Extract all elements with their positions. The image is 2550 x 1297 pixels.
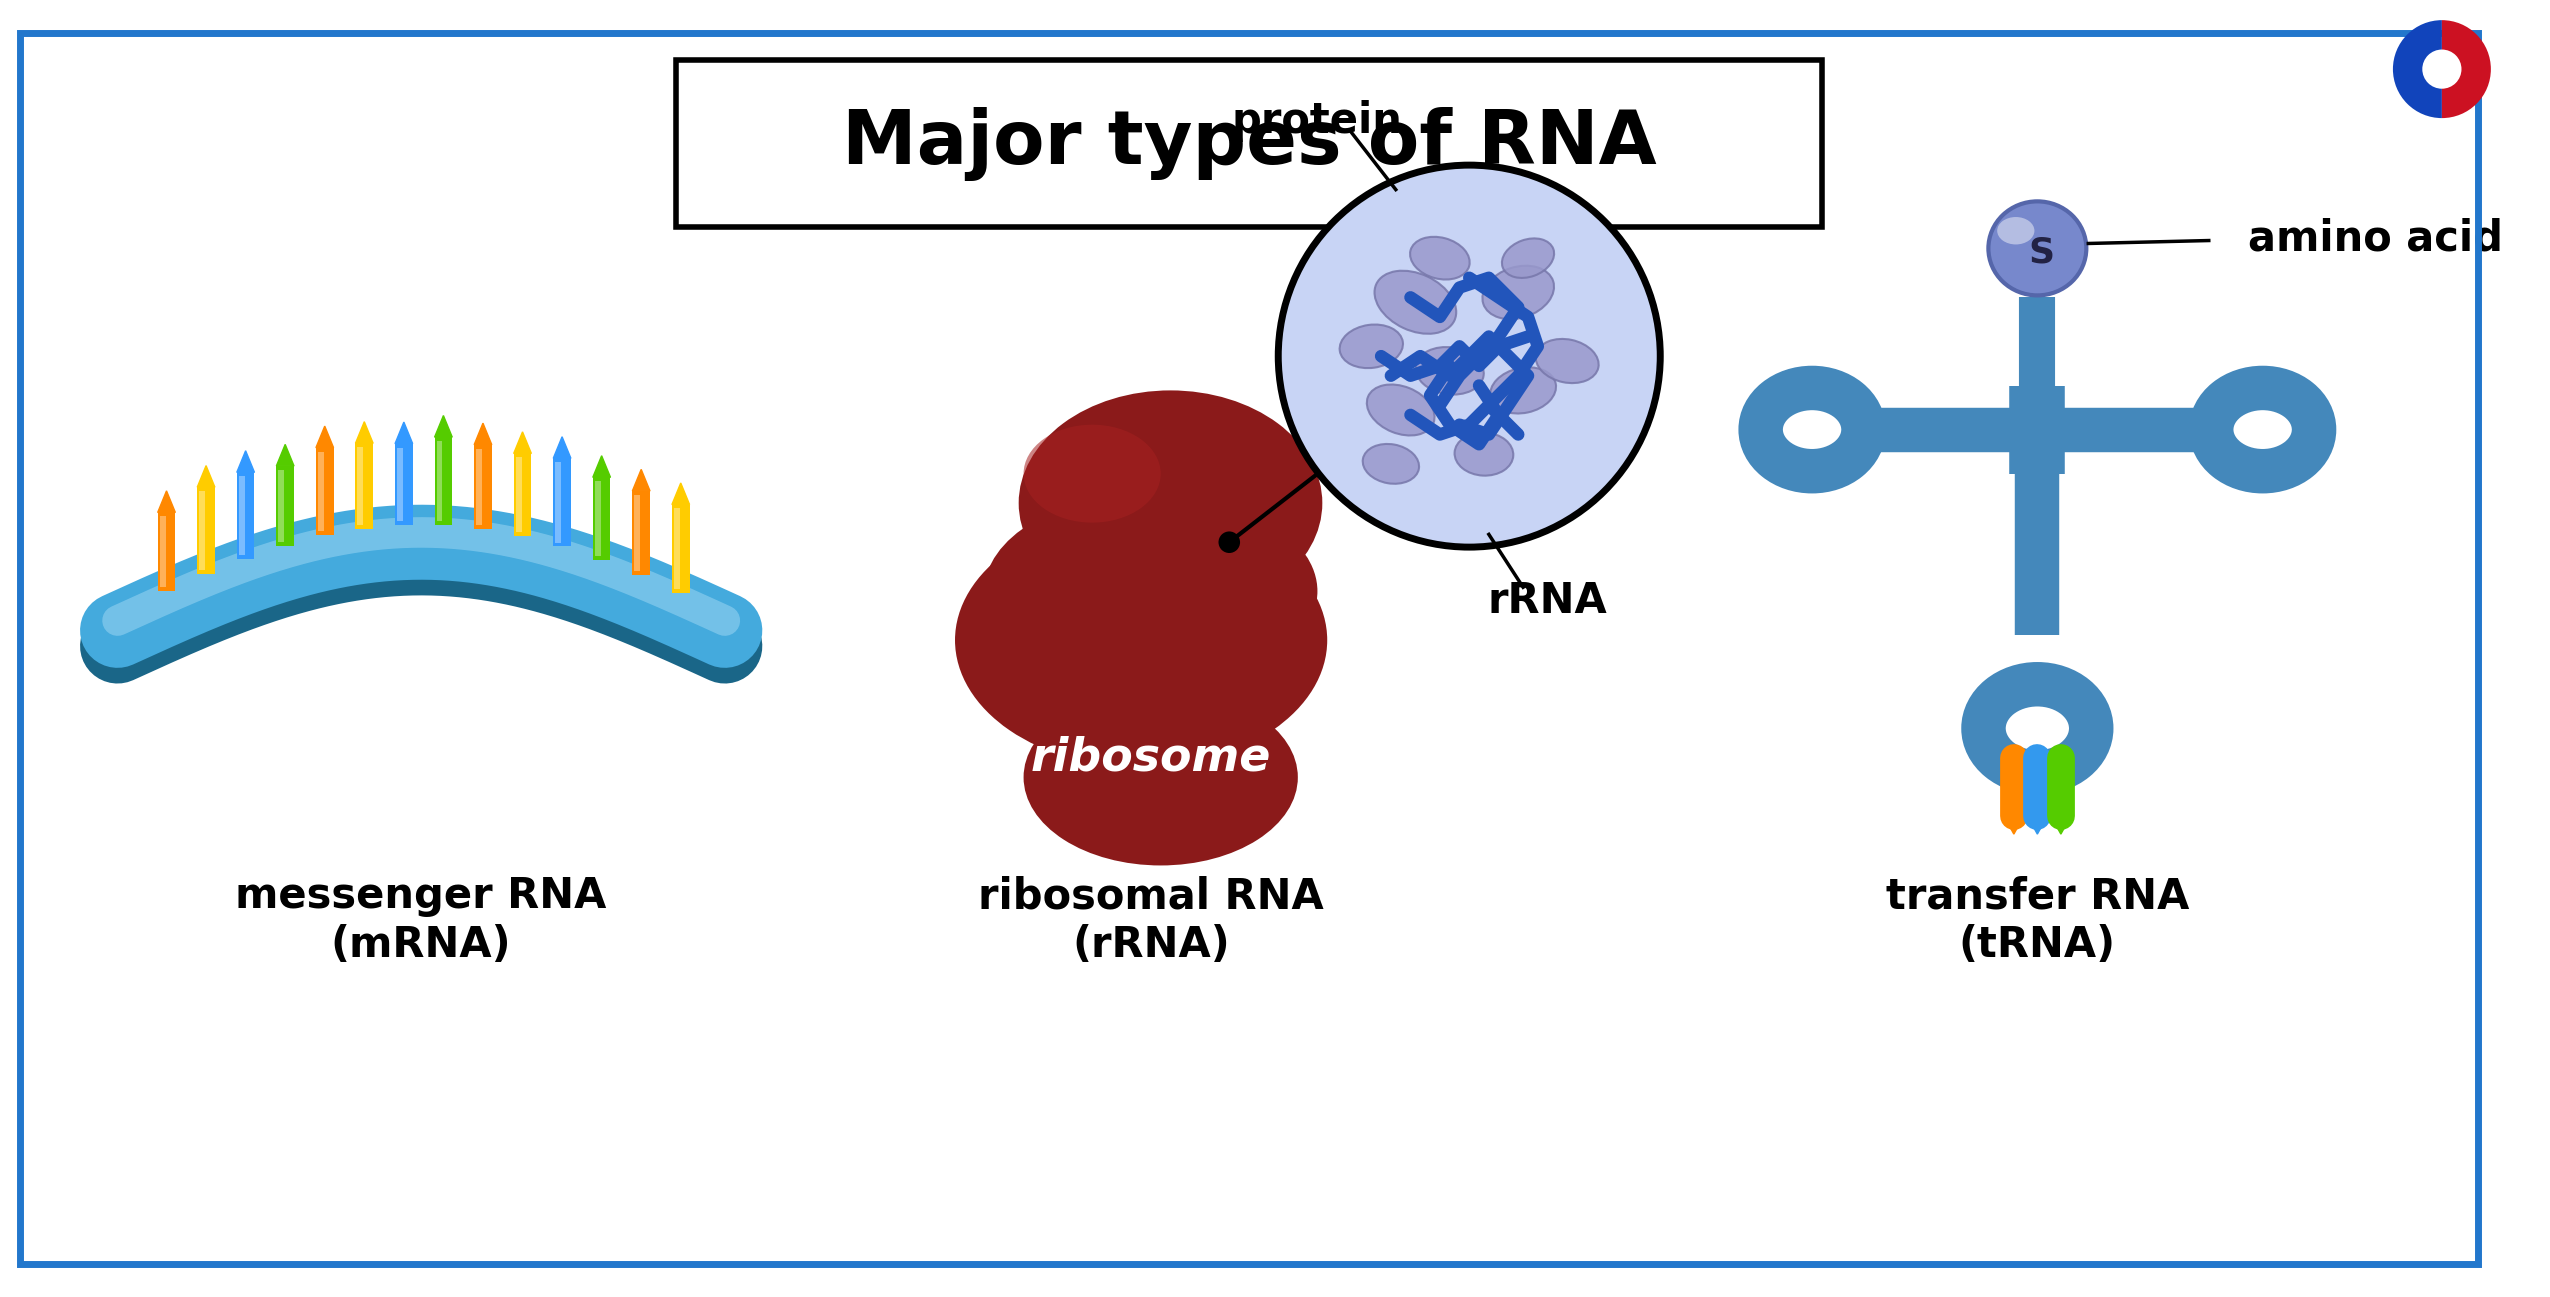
Polygon shape <box>196 466 214 488</box>
Bar <box>673 508 681 589</box>
Text: ribosome: ribosome <box>1030 735 1270 781</box>
Text: S: S <box>2027 235 2055 270</box>
FancyBboxPatch shape <box>676 60 1821 227</box>
Text: ribosomal RNA
(rRNA): ribosomal RNA (rRNA) <box>979 875 1323 966</box>
Bar <box>357 447 362 524</box>
Polygon shape <box>553 437 571 458</box>
Ellipse shape <box>1367 384 1436 436</box>
Polygon shape <box>2004 817 2025 834</box>
Bar <box>474 445 492 529</box>
Ellipse shape <box>1535 339 1599 383</box>
Bar <box>556 462 561 542</box>
Bar <box>199 492 204 571</box>
Ellipse shape <box>1502 239 1553 278</box>
Polygon shape <box>237 451 255 472</box>
Ellipse shape <box>984 493 1318 689</box>
Ellipse shape <box>1374 271 1456 333</box>
Wedge shape <box>2443 21 2491 118</box>
Ellipse shape <box>1489 367 1555 414</box>
Text: amino acid: amino acid <box>2249 218 2504 259</box>
Bar <box>240 476 245 555</box>
Ellipse shape <box>1989 201 2086 296</box>
Polygon shape <box>158 490 176 512</box>
Bar <box>161 516 166 586</box>
Polygon shape <box>474 423 492 445</box>
Ellipse shape <box>956 512 1326 768</box>
Bar <box>513 454 530 536</box>
Ellipse shape <box>1023 689 1298 865</box>
Bar <box>196 488 214 575</box>
Wedge shape <box>2392 21 2443 118</box>
Circle shape <box>1278 165 1660 547</box>
Ellipse shape <box>1453 432 1512 476</box>
Ellipse shape <box>1482 266 1553 319</box>
Polygon shape <box>434 415 451 437</box>
Text: protein: protein <box>1232 100 1402 143</box>
Bar <box>553 458 571 546</box>
Bar <box>319 451 324 532</box>
Ellipse shape <box>1362 444 1418 484</box>
Bar <box>275 466 293 546</box>
Polygon shape <box>316 427 334 447</box>
Polygon shape <box>673 482 689 505</box>
Ellipse shape <box>1023 424 1160 523</box>
Bar <box>395 444 413 525</box>
Circle shape <box>2422 49 2461 88</box>
Bar <box>354 444 372 528</box>
Text: messenger RNA
(mRNA): messenger RNA (mRNA) <box>235 875 607 966</box>
Bar <box>594 481 602 556</box>
Bar <box>434 437 451 525</box>
Bar <box>592 477 609 560</box>
Polygon shape <box>513 432 530 454</box>
Polygon shape <box>354 422 372 444</box>
Bar <box>477 449 482 525</box>
Ellipse shape <box>1017 390 1323 616</box>
Ellipse shape <box>1415 348 1484 394</box>
Polygon shape <box>592 455 609 477</box>
Text: transfer RNA
(tRNA): transfer RNA (tRNA) <box>1884 875 2188 966</box>
Bar <box>398 447 403 521</box>
Polygon shape <box>395 422 413 444</box>
Polygon shape <box>632 470 650 492</box>
Circle shape <box>1219 532 1239 553</box>
Bar <box>635 495 640 571</box>
Ellipse shape <box>1410 237 1469 280</box>
Text: rRNA: rRNA <box>1487 580 1606 623</box>
Bar <box>158 512 176 590</box>
Bar <box>673 505 689 593</box>
Text: Major types of RNA: Major types of RNA <box>842 106 1655 180</box>
Bar <box>278 470 283 542</box>
Polygon shape <box>2050 817 2071 834</box>
Bar <box>316 447 334 536</box>
Ellipse shape <box>1339 324 1402 368</box>
Bar <box>237 472 255 559</box>
Ellipse shape <box>1997 217 2035 244</box>
Bar <box>515 458 523 532</box>
Bar <box>632 492 650 575</box>
Polygon shape <box>2027 817 2048 834</box>
Polygon shape <box>275 445 293 466</box>
Bar <box>436 441 444 521</box>
